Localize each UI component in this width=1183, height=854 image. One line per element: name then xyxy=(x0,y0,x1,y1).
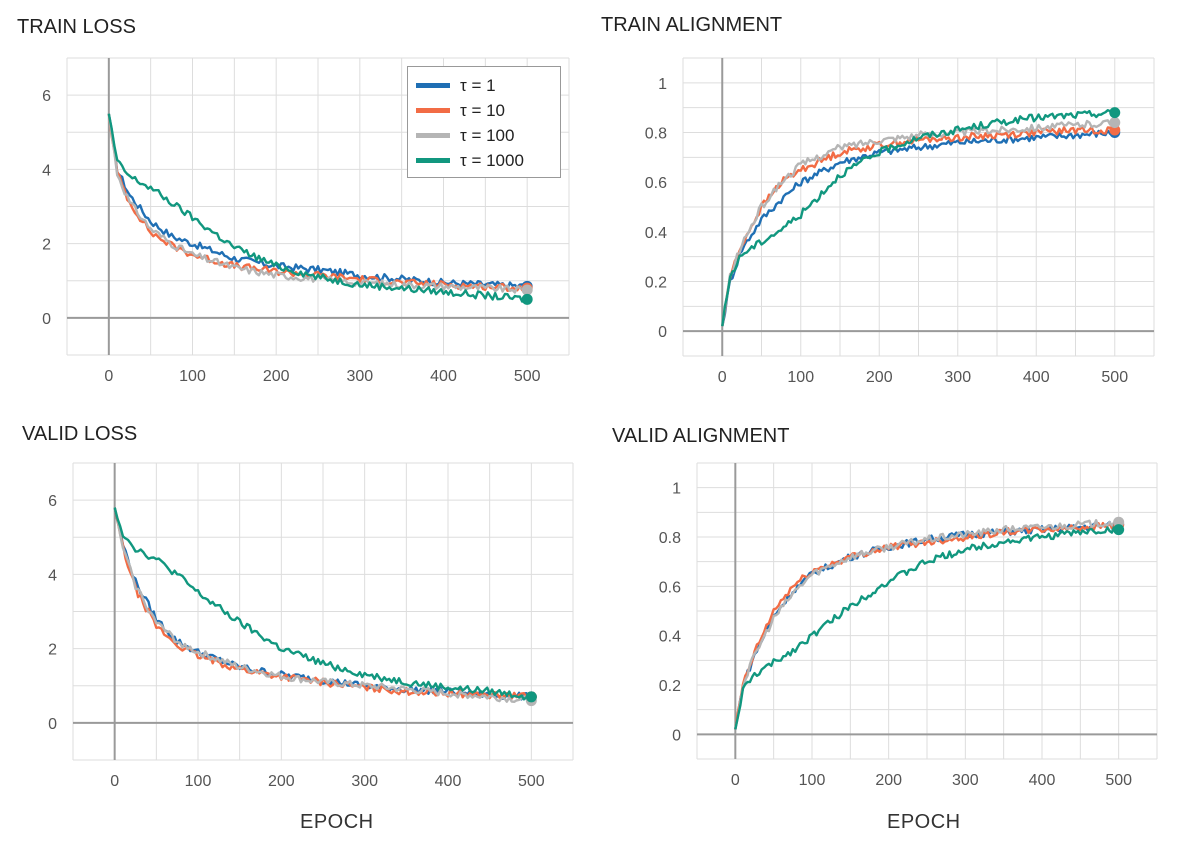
x-tick-label: 0 xyxy=(718,369,727,386)
grid xyxy=(72,462,574,761)
x-tick-label: 300 xyxy=(944,369,971,386)
x-tick-label: 500 xyxy=(514,368,541,385)
legend-item-tau1: τ = 1 xyxy=(416,73,552,98)
x-tick-label: 100 xyxy=(185,773,212,790)
x-tick-label: 100 xyxy=(787,369,814,386)
series-line-tau10 xyxy=(721,125,1116,327)
y-tick-label: 6 xyxy=(42,88,51,105)
y-tick-label: 1 xyxy=(672,481,681,498)
series-line-tau1000 xyxy=(113,507,532,701)
y-tick-label: 0.4 xyxy=(659,629,681,646)
series-line-tau1 xyxy=(107,113,528,290)
y-tick-label: 0 xyxy=(658,324,667,341)
x-tick-label: 100 xyxy=(799,772,826,789)
x-axis-label-valid-alignment: EPOCH xyxy=(887,811,961,833)
chart-title-valid-loss: VALID LOSS xyxy=(22,423,138,445)
chart-title-valid-alignment: VALID ALIGNMENT xyxy=(612,425,790,447)
series-line-tau100 xyxy=(107,113,528,294)
x-tick-label: 400 xyxy=(435,773,462,790)
y-tick-label: 0.2 xyxy=(645,275,667,292)
series-line-tau100 xyxy=(721,119,1116,327)
legend-swatch-tau10 xyxy=(416,108,450,113)
y-tick-label: 0.2 xyxy=(659,678,681,695)
x-axis-label-valid-loss: EPOCH xyxy=(300,811,374,833)
legend-swatch-tau1 xyxy=(416,83,450,88)
x-tick-label: 400 xyxy=(430,368,457,385)
x-tick-label: 300 xyxy=(952,772,979,789)
legend-label: τ = 1000 xyxy=(460,150,524,170)
x-tick-label: 500 xyxy=(518,773,545,790)
y-tick-label: 0 xyxy=(42,311,51,328)
x-tick-label: 400 xyxy=(1029,772,1056,789)
x-tick-label: 200 xyxy=(263,368,290,385)
chart-legend: τ = 1 τ = 10 τ = 100 τ = 1000 xyxy=(407,66,561,178)
y-tick-label: 0.6 xyxy=(645,175,667,192)
x-tick-label: 300 xyxy=(346,368,373,385)
series-end-marker-tau1000 xyxy=(1113,524,1125,536)
y-tick-label: 0.4 xyxy=(645,225,667,242)
legend-label: τ = 10 xyxy=(460,100,505,120)
x-tick-label: 500 xyxy=(1101,369,1128,386)
y-tick-label: 0.8 xyxy=(659,530,681,547)
x-tick-label: 200 xyxy=(268,773,295,790)
series-end-marker-tau1000 xyxy=(521,293,533,305)
legend-swatch-tau100 xyxy=(416,133,450,138)
series-end-marker-tau1000 xyxy=(525,691,537,703)
series-line-tau1000 xyxy=(734,525,1120,730)
chart-title-train-loss: TRAIN LOSS xyxy=(17,16,136,38)
chart-title-train-alignment: TRAIN ALIGNMENT xyxy=(601,14,783,36)
x-tick-label: 200 xyxy=(866,369,893,386)
series-end-marker-tau100 xyxy=(521,284,533,296)
x-tick-label: 500 xyxy=(1105,772,1132,789)
x-tick-label: 0 xyxy=(110,773,119,790)
y-tick-label: 6 xyxy=(48,493,57,510)
x-tick-label: 300 xyxy=(351,773,378,790)
y-tick-label: 2 xyxy=(42,237,51,254)
x-tick-label: 0 xyxy=(731,772,740,789)
y-tick-label: 0.8 xyxy=(645,126,667,143)
legend-swatch-tau1000 xyxy=(416,158,450,163)
grid xyxy=(696,462,1158,760)
y-tick-label: 0 xyxy=(672,727,681,744)
grid xyxy=(66,57,570,356)
series-line-tau100 xyxy=(734,517,1120,730)
legend-label: τ = 100 xyxy=(460,125,515,145)
x-tick-label: 200 xyxy=(875,772,902,789)
legend-label: τ = 1 xyxy=(460,75,496,95)
y-tick-label: 4 xyxy=(42,162,51,179)
y-tick-label: 0 xyxy=(48,716,57,733)
grid xyxy=(682,57,1155,357)
legend-item-tau1000: τ = 1000 xyxy=(416,148,552,173)
x-tick-label: 400 xyxy=(1023,369,1050,386)
y-tick-label: 1 xyxy=(658,76,667,93)
series-line-tau1000 xyxy=(107,113,528,303)
x-tick-label: 100 xyxy=(179,368,206,385)
legend-item-tau100: τ = 100 xyxy=(416,123,552,148)
y-tick-label: 0.6 xyxy=(659,579,681,596)
series-end-marker-tau100 xyxy=(1109,117,1121,129)
legend-item-tau10: τ = 10 xyxy=(416,98,552,123)
x-tick-label: 0 xyxy=(104,368,113,385)
series-line-tau1000 xyxy=(721,109,1115,327)
series-line-tau1 xyxy=(721,129,1116,327)
series-line-tau100 xyxy=(113,507,533,704)
y-tick-label: 2 xyxy=(48,642,57,659)
y-tick-label: 4 xyxy=(48,567,57,584)
series-end-marker-tau1000 xyxy=(1109,107,1121,119)
